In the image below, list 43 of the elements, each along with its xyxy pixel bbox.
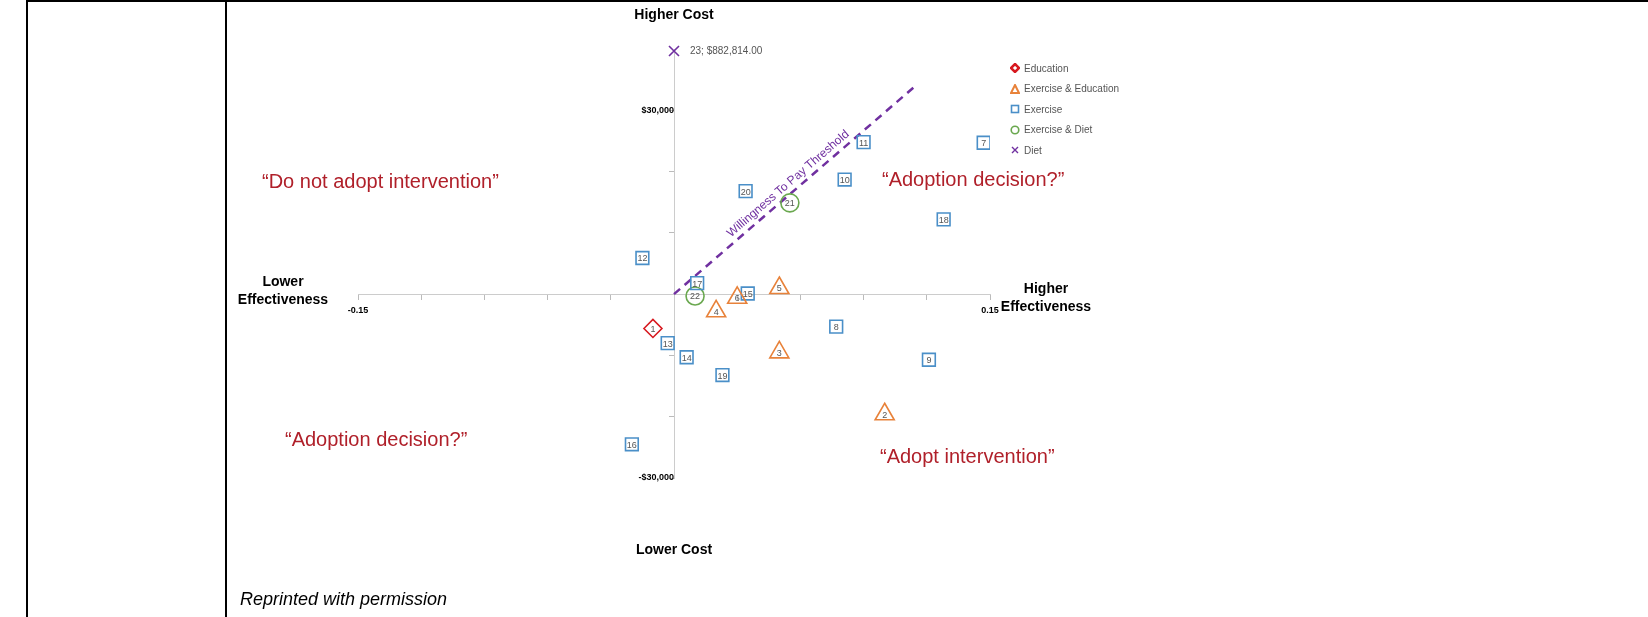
annotation: 13 [662, 338, 673, 349]
annotation: 20 [740, 186, 751, 197]
point [643, 318, 663, 339]
annotation: 1 [650, 323, 656, 334]
annotation: 2 [882, 409, 888, 420]
legend-label: Diet [1024, 144, 1042, 156]
annotation: 6 [734, 293, 740, 304]
annotation: 4 [713, 306, 719, 317]
text: Reprinted with permission [240, 589, 448, 610]
annotation: “Do not adopt intervention” [262, 170, 499, 193]
annotation: 18 [938, 214, 949, 225]
annotation: 3 [776, 347, 782, 358]
annotation: 15 [742, 289, 753, 300]
annotation: 7 [981, 138, 987, 149]
annotation: 21 [784, 198, 795, 209]
legend-label: Exercise & Education [1024, 83, 1120, 95]
annotation: 14 [681, 352, 692, 363]
annotation: 9 [926, 355, 932, 366]
legend-label: Education [1024, 62, 1069, 74]
x-tick-label: 0.15 [981, 305, 999, 316]
annotation: 12 [637, 253, 648, 264]
text: Higher Effectiveness [1000, 280, 1092, 314]
annotation: 16 [626, 439, 637, 450]
x-tick-label: -0.15 [347, 305, 369, 316]
annotation: 10 [839, 175, 850, 186]
annotation: 22 [690, 291, 701, 302]
point [921, 352, 937, 367]
y-tick-label: -$30,000 [638, 472, 674, 483]
text: Lower Effectiveness [236, 272, 330, 308]
legend-label: Exercise [1024, 103, 1063, 115]
annotation: 8 [833, 322, 839, 333]
annotation: 11 [858, 137, 869, 148]
annotation: “Adopt intervention” [880, 445, 1055, 468]
legend-label: Exercise & Diet [1024, 124, 1093, 136]
annotation: “Adoption decision?” [285, 428, 468, 451]
annotation: 19 [717, 370, 728, 381]
annotation: 17 [692, 278, 703, 289]
annotation: 23; $882,814.00 [690, 45, 763, 56]
annotation: “Adoption decision?” [882, 168, 1065, 191]
annotation: 5 [776, 283, 782, 294]
y-tick-label: $30,000 [641, 104, 674, 115]
text: Higher Cost [634, 6, 714, 22]
text: Lower Cost [635, 541, 713, 557]
